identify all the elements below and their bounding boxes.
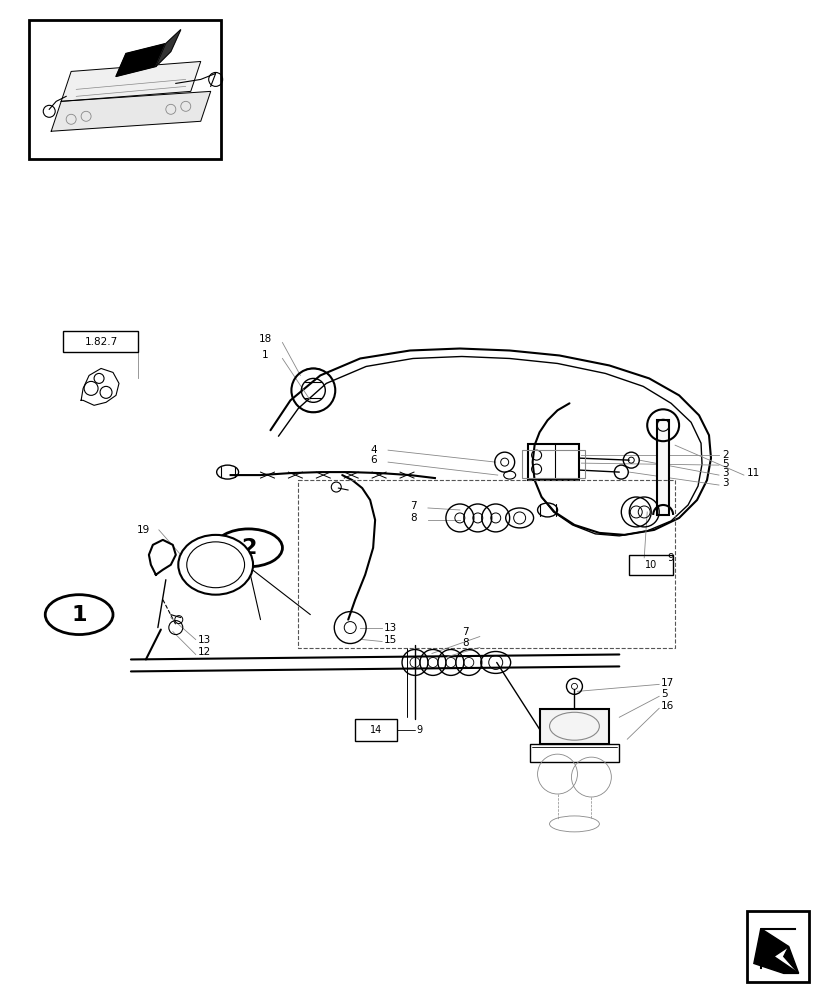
Text: 2: 2: [721, 450, 728, 460]
Polygon shape: [155, 30, 180, 66]
Text: 6: 6: [370, 455, 376, 465]
Ellipse shape: [45, 595, 112, 635]
Bar: [527, 444, 579, 480]
Text: 19: 19: [136, 525, 150, 535]
Text: 9: 9: [667, 553, 673, 563]
Bar: [355, 719, 397, 741]
Bar: [63, 331, 138, 352]
Text: 7: 7: [461, 627, 468, 637]
Text: 2: 2: [241, 538, 256, 558]
Bar: [29, 20, 220, 159]
Bar: [521, 450, 585, 478]
Text: 5: 5: [721, 459, 728, 469]
Text: 3: 3: [721, 468, 728, 478]
Text: 7: 7: [409, 501, 416, 511]
Text: 9: 9: [415, 725, 422, 735]
Text: 14: 14: [370, 725, 382, 735]
Polygon shape: [149, 540, 175, 575]
Bar: [657, 420, 668, 515]
Text: 15: 15: [384, 635, 397, 645]
Bar: [298, 480, 674, 648]
Text: 12: 12: [198, 647, 211, 657]
Text: 11: 11: [746, 468, 759, 478]
Polygon shape: [51, 91, 210, 131]
Text: 18: 18: [258, 334, 271, 344]
Text: 10: 10: [644, 560, 657, 570]
Bar: [629, 555, 672, 575]
Text: 1.82.7: 1.82.7: [84, 337, 117, 347]
Polygon shape: [61, 61, 200, 101]
Text: 1: 1: [71, 605, 87, 625]
Polygon shape: [116, 44, 165, 76]
Polygon shape: [753, 929, 798, 973]
Text: 4: 4: [370, 445, 376, 455]
Bar: [539, 709, 609, 744]
Ellipse shape: [178, 535, 253, 595]
Text: 8: 8: [461, 638, 468, 648]
Text: 5: 5: [661, 689, 667, 699]
Ellipse shape: [214, 529, 282, 567]
Text: 17: 17: [661, 678, 674, 688]
Text: 13: 13: [384, 623, 397, 633]
Text: 1: 1: [261, 350, 268, 360]
Polygon shape: [783, 946, 798, 973]
Bar: [529, 744, 619, 762]
Text: 3: 3: [721, 478, 728, 488]
Text: 16: 16: [661, 701, 674, 711]
Bar: [746, 911, 808, 982]
Text: 13: 13: [198, 635, 211, 645]
Text: 8: 8: [409, 513, 416, 523]
Polygon shape: [81, 368, 119, 405]
